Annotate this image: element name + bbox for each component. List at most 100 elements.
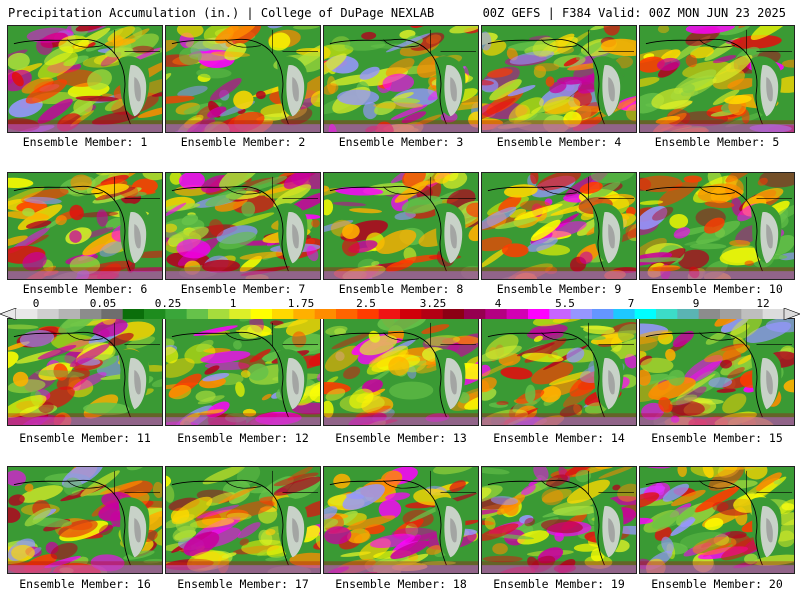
ensemble-member-label: Ensemble Member: 15 [651,431,783,445]
colorbar-swatch [37,309,59,319]
ensemble-member-label: Ensemble Member: 18 [335,577,467,591]
ensemble-member-label: Ensemble Member: 4 [496,135,622,149]
ensemble-member-map [323,25,479,133]
ensemble-member-label: Ensemble Member: 9 [496,282,622,296]
colorbar-min-arrow [0,308,17,320]
colorbar-swatch [442,309,465,319]
colorbar-swatch [464,309,486,319]
ensemble-member-map [7,318,163,426]
colorbar-tick-label: 4 [494,297,502,310]
colorbar-swatch [165,309,187,319]
precipitation-map-image [166,319,320,425]
colorbar-tick-label: 9 [692,297,700,310]
precipitation-map-image [482,319,636,425]
ensemble-member-map [639,466,795,574]
ensemble-member-map [165,466,321,574]
precipitation-map-image [166,26,320,132]
colorbar-swatch [698,309,721,319]
ensemble-member-label: Ensemble Member: 1 [22,135,148,149]
precipitation-map-image [8,173,162,279]
ensemble-member-map [639,318,795,426]
colorbar-swatch [378,309,401,319]
precipitation-map-image [640,319,794,425]
ensemble-member-label: Ensemble Member: 6 [22,282,148,296]
colorbar-swatch [762,309,785,319]
ensemble-member-label: Ensemble Member: 17 [177,577,309,591]
ensemble-member-label: Ensemble Member: 10 [651,282,783,296]
ensemble-member-label: Ensemble Member: 7 [180,282,306,296]
ensemble-member-label: Ensemble Member: 3 [338,135,464,149]
precipitation-map-image [8,467,162,573]
precipitation-colorbar [0,308,800,320]
ensemble-member-label: Ensemble Member: 16 [19,577,151,591]
colorbar-swatch [144,309,166,319]
colorbar-tick-label: 2.5 [356,297,376,310]
ensemble-member-label: Ensemble Member: 8 [338,282,464,296]
ensemble-member-map [165,172,321,280]
precipitation-map-image [640,467,794,573]
colorbar-swatch [592,309,614,319]
colorbar-swatch [229,309,251,319]
precipitation-map-image [640,26,794,132]
colorbar-swatch [293,309,315,319]
colorbar-swatch [570,309,593,319]
precipitation-map-image [166,467,320,573]
ensemble-member-map [481,318,637,426]
ensemble-member-map [481,25,637,133]
colorbar-swatch [400,309,422,319]
precipitation-map-image [8,319,162,425]
ensemble-member-map [7,466,163,574]
precipitation-map-image [640,173,794,279]
precipitation-map-image [482,26,636,132]
colorbar-tick-label: 12 [756,297,770,310]
ensemble-member-map [323,172,479,280]
ensemble-member-label: Ensemble Member: 12 [177,431,309,445]
colorbar-tick-label: 0.05 [89,297,117,310]
colorbar-swatch [656,309,678,319]
ensemble-member-map [7,172,163,280]
colorbar-swatch [314,309,337,319]
colorbar-max-arrow [783,308,800,320]
colorbar-swatch [549,309,571,319]
precipitation-map-image [482,467,636,573]
colorbar-tick-labels: 0 0.05 0.25 1 1.75 2.5 3.25 4 5.5 7 9 12 [0,297,800,310]
colorbar-swatch [250,309,273,319]
ensemble-member-map [639,172,795,280]
ensemble-member-map [165,318,321,426]
ensemble-member-label: Ensemble Member: 19 [493,577,625,591]
valid-time: 00Z GEFS | F384 Valid: 00Z MON JUN 23 20… [482,6,786,20]
colorbar-swatch [741,309,763,319]
colorbar-tick-label: 1 [229,297,237,310]
ensemble-member-label: Ensemble Member: 13 [335,431,467,445]
colorbar-swatch [506,309,529,319]
product-title: Precipitation Accumulation (in.) | Colle… [8,6,435,20]
colorbar-tick-label: 0.25 [154,297,182,310]
colorbar-swatch [677,309,699,319]
ensemble-member-map [481,466,637,574]
colorbar-swatch [101,309,123,319]
colorbar-swatch [336,309,358,319]
ensemble-member-label: Ensemble Member: 14 [493,431,625,445]
colorbar-swatch [528,309,550,319]
precipitation-map-image [324,319,478,425]
ensemble-member-map [323,318,479,426]
colorbar-swatch [122,309,145,319]
colorbar-swatch [80,309,102,319]
colorbar-swatch [634,309,657,319]
colorbar-swatch [272,309,294,319]
colorbar-swatch [357,309,379,319]
colorbar-swatch [58,309,81,319]
ensemble-member-map [7,25,163,133]
colorbar-swatch [720,309,742,319]
ensemble-member-label: Ensemble Member: 5 [654,135,780,149]
ensemble-member-map [481,172,637,280]
precipitation-map-image [324,26,478,132]
precipitation-map-image [8,26,162,132]
ensemble-member-label: Ensemble Member: 11 [19,431,151,445]
colorbar-swatch [208,309,230,319]
colorbar-tick-label: 1.75 [287,297,315,310]
colorbar-tick-label: 0 [32,297,40,310]
ensemble-member-label: Ensemble Member: 2 [180,135,306,149]
colorbar-tick-label: 7 [627,297,635,310]
ensemble-member-map [639,25,795,133]
